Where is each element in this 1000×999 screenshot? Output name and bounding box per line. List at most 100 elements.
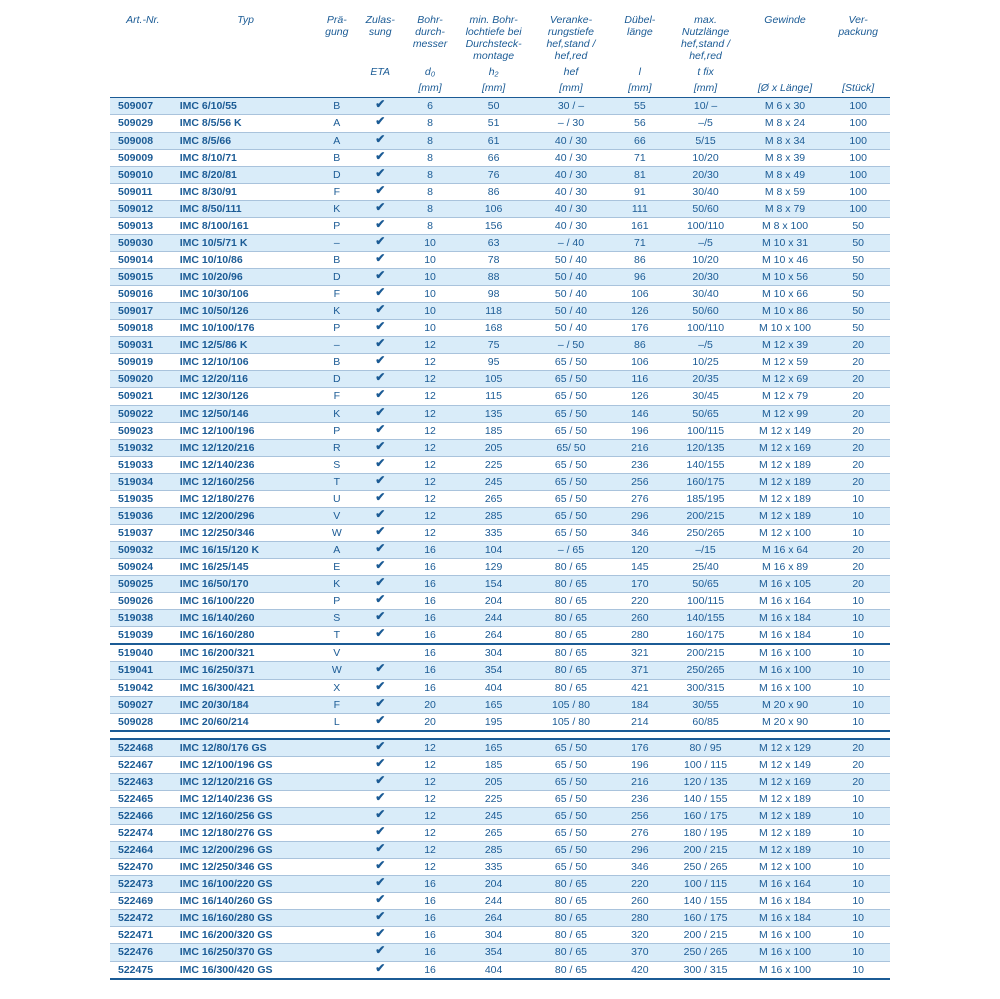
table-row: 509031IMC 12/5/86 K–✔1275– / 5086–/5M 12… <box>110 337 890 354</box>
col-header: [Stück] <box>826 80 890 98</box>
col-header: [mm] <box>530 80 613 98</box>
cell-value: 50 / 40 <box>530 286 613 303</box>
cell-value <box>316 825 358 842</box>
cell-value: 20/30 <box>667 166 743 183</box>
cell-value: U <box>316 490 358 507</box>
cell-value: 346 <box>612 524 667 541</box>
cell-value: 220 <box>612 593 667 610</box>
cell-value: 80 / 65 <box>530 961 613 979</box>
cell-value: – / 50 <box>530 337 613 354</box>
cell-art-nr: 519042 <box>110 679 176 696</box>
cell-value: 16 <box>402 576 457 593</box>
cell-value: 10 <box>402 303 457 320</box>
cell-value: P <box>316 217 358 234</box>
cell-value: M 12 x 189 <box>744 790 827 807</box>
cell-value: M 20 x 90 <box>744 713 827 731</box>
cell-eta-check: ✔ <box>358 739 403 757</box>
cell-value: V <box>316 507 358 524</box>
cell-typ: IMC 12/50/146 <box>176 405 316 422</box>
cell-value: 16 <box>402 961 457 979</box>
table-row: 509020IMC 12/20/116D✔1210565 / 5011620/3… <box>110 371 890 388</box>
cell-value: 8 <box>402 217 457 234</box>
col-header: Art.-Nr. <box>110 8 176 64</box>
cell-value: 12 <box>402 842 457 859</box>
cell-eta-check: ✔ <box>358 696 403 713</box>
cell-value: M 16 x 184 <box>744 893 827 910</box>
cell-value: A <box>316 132 358 149</box>
cell-eta-check: ✔ <box>358 790 403 807</box>
cell-value: M 12 x 129 <box>744 739 827 757</box>
cell-value: M 12 x 149 <box>744 422 827 439</box>
cell-value: 256 <box>612 473 667 490</box>
col-header: max.Nutzlängehef,stand /hef,red <box>667 8 743 64</box>
cell-value: 180 / 195 <box>667 825 743 842</box>
cell-value: 106 <box>612 286 667 303</box>
cell-value: 40 / 30 <box>530 132 613 149</box>
table-row: 522470IMC 12/250/346 GS✔1233565 / 503462… <box>110 859 890 876</box>
col-header: [Ø x Länge] <box>744 80 827 98</box>
table-row: 519037IMC 12/250/346W✔1233565 / 50346250… <box>110 524 890 541</box>
cell-value: D <box>316 371 358 388</box>
cell-typ: IMC 12/20/116 <box>176 371 316 388</box>
cell-value: 71 <box>612 234 667 251</box>
cell-eta-check: ✔ <box>358 166 403 183</box>
cell-art-nr: 509032 <box>110 542 176 559</box>
cell-typ: IMC 10/10/86 <box>176 251 316 268</box>
cell-value: 16 <box>402 593 457 610</box>
cell-art-nr: 509019 <box>110 354 176 371</box>
cell-value: 200/215 <box>667 644 743 662</box>
cell-value: 420 <box>612 961 667 979</box>
cell-typ: IMC 20/60/214 <box>176 713 316 731</box>
cell-typ: IMC 16/250/370 GS <box>176 944 316 961</box>
cell-value: 260 <box>612 610 667 627</box>
cell-value: 250 / 265 <box>667 944 743 961</box>
cell-value: 16 <box>402 559 457 576</box>
cell-value: M 8 x 100 <box>744 217 827 234</box>
cell-typ: IMC 16/15/120 K <box>176 542 316 559</box>
cell-value <box>316 961 358 979</box>
cell-value: 10 <box>826 910 890 927</box>
cell-eta-check: ✔ <box>358 354 403 371</box>
cell-value: 205 <box>458 773 530 790</box>
cell-value: 10 <box>402 251 457 268</box>
table-row: 509026IMC 16/100/220P✔1620480 / 65220100… <box>110 593 890 610</box>
cell-value: B <box>316 98 358 115</box>
cell-typ: IMC 12/200/296 GS <box>176 842 316 859</box>
cell-value: 20 <box>826 439 890 456</box>
cell-value: 20 <box>826 456 890 473</box>
cell-typ: IMC 16/300/420 GS <box>176 961 316 979</box>
cell-value: 12 <box>402 807 457 824</box>
cell-value: 65 / 50 <box>530 456 613 473</box>
cell-value: 10 <box>826 627 890 645</box>
cell-art-nr: 522471 <box>110 927 176 944</box>
cell-value: 16 <box>402 679 457 696</box>
cell-value: 65 / 50 <box>530 371 613 388</box>
cell-eta-check: ✔ <box>358 507 403 524</box>
cell-value: 120 <box>612 542 667 559</box>
cell-value: 12 <box>402 756 457 773</box>
cell-value: 40 / 30 <box>530 149 613 166</box>
cell-art-nr: 509027 <box>110 696 176 713</box>
cell-value: 176 <box>612 739 667 757</box>
cell-value: 10 <box>402 320 457 337</box>
cell-value: P <box>316 422 358 439</box>
cell-value: –/5 <box>667 337 743 354</box>
cell-eta-check: ✔ <box>358 524 403 541</box>
cell-value: R <box>316 439 358 456</box>
cell-value: 40 / 30 <box>530 200 613 217</box>
cell-value: 129 <box>458 559 530 576</box>
cell-value: K <box>316 303 358 320</box>
cell-value: – <box>316 337 358 354</box>
cell-value: 100 <box>826 200 890 217</box>
cell-value: 165 <box>458 739 530 757</box>
cell-value: 50/60 <box>667 303 743 320</box>
cell-typ: IMC 16/200/320 GS <box>176 927 316 944</box>
cell-value: M 12 x 189 <box>744 507 827 524</box>
cell-value: M 10 x 100 <box>744 320 827 337</box>
col-header: hef <box>530 64 613 80</box>
cell-value: 40 / 30 <box>530 166 613 183</box>
table-header: Art.-Nr.TypPrä-gungZulas-sungBohr-durch-… <box>110 8 890 98</box>
cell-value <box>316 859 358 876</box>
cell-value: 354 <box>458 944 530 961</box>
table-row: 509014IMC 10/10/86B✔107850 / 408610/20M … <box>110 251 890 268</box>
